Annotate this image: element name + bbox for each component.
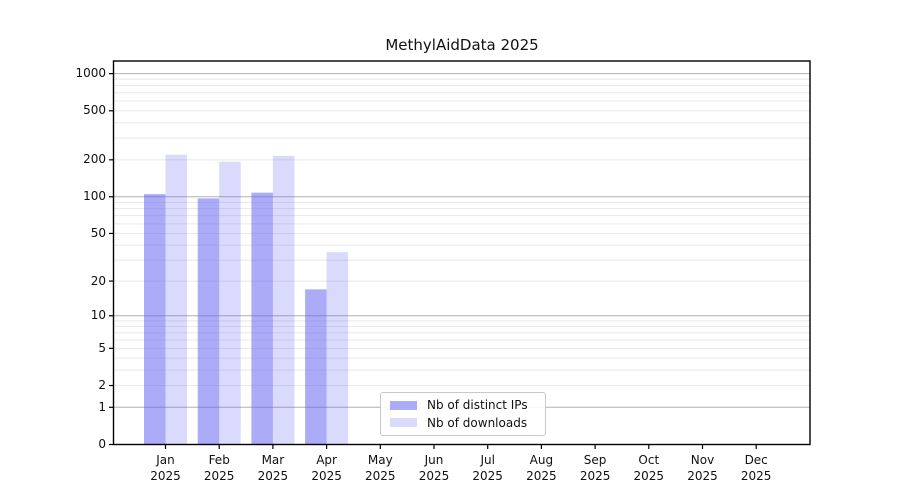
x-tick-month: Mar xyxy=(261,453,285,467)
y-tick-label: 100 xyxy=(83,189,106,204)
x-tick-label: Aug 2025 xyxy=(509,452,573,484)
x-tick-month: Apr xyxy=(316,453,337,467)
x-tick-label: Jul 2025 xyxy=(456,452,520,484)
x-tick-month: Nov xyxy=(690,453,715,467)
x-tick-year: 2025 xyxy=(203,469,235,483)
x-tick-label: Dec 2025 xyxy=(724,452,788,484)
x-tick-label: Sep 2025 xyxy=(563,452,627,484)
x-tick-year: 2025 xyxy=(687,469,718,483)
x-tick-label: Jun 2025 xyxy=(402,452,466,484)
y-tick-label: 500 xyxy=(83,103,106,118)
x-tick-label: Nov 2025 xyxy=(671,452,735,484)
bar-distinct-ips-apr xyxy=(305,289,327,445)
x-tick-label: Mar 2025 xyxy=(241,452,305,484)
chart-title: MethylAidData 2025 xyxy=(385,36,539,54)
bar-downloads-mar xyxy=(272,155,295,445)
x-tick-month: Aug xyxy=(529,453,554,467)
y-tick-label: 1000 xyxy=(75,66,106,81)
y-tick-label: 50 xyxy=(90,225,106,240)
x-tick-month: Feb xyxy=(208,453,230,467)
x-tick-month: Oct xyxy=(638,453,660,467)
legend-item-downloads: Nb of downloads xyxy=(390,416,536,430)
x-tick-year: 2025 xyxy=(579,469,611,483)
axes-frame xyxy=(112,60,811,446)
x-tick-label: May 2025 xyxy=(348,452,412,484)
bar-downloads-jan xyxy=(165,154,187,445)
bar-downloads-feb xyxy=(219,161,241,445)
x-tick-label: Oct 2025 xyxy=(617,452,681,484)
x-tick-label: Apr 2025 xyxy=(295,452,359,484)
y-tick-label: 0 xyxy=(98,437,106,451)
y-tick-label: 2 xyxy=(98,378,106,393)
legend-item-distinct-ips: Nb of distinct IPs xyxy=(390,398,536,412)
x-tick-year: 2025 xyxy=(472,469,503,483)
x-tick-month: Sep xyxy=(583,453,607,467)
bar-downloads-apr xyxy=(326,252,349,445)
x-tick-year: 2025 xyxy=(740,469,772,483)
bar-distinct-ips-jan xyxy=(144,194,166,445)
x-tick-month: Jan xyxy=(156,453,175,467)
x-tick-year: 2025 xyxy=(365,469,396,483)
y-tick-label: 10 xyxy=(90,308,106,323)
x-tick-year: 2025 xyxy=(418,469,450,483)
legend-swatch-downloads-icon xyxy=(390,418,417,428)
bar-distinct-ips-mar xyxy=(251,192,273,445)
x-tick-month: May xyxy=(367,453,393,467)
x-tick-month: Dec xyxy=(744,453,768,467)
x-tick-label: Jan 2025 xyxy=(134,452,198,484)
x-tick-label: Feb 2025 xyxy=(187,452,251,484)
x-tick-year: 2025 xyxy=(311,469,342,483)
bar-distinct-ips-feb xyxy=(197,198,220,445)
x-tick-year: 2025 xyxy=(257,469,289,483)
x-tick-month: Jun xyxy=(424,453,444,467)
y-tick-label: 1 xyxy=(98,399,106,414)
x-tick-year: 2025 xyxy=(526,469,557,483)
legend: Nb of distinct IPs Nb of downloads xyxy=(380,392,546,436)
x-tick-month: Jul xyxy=(480,453,495,467)
legend-swatch-distinct-ips-icon xyxy=(390,400,417,410)
y-tick-label: 5 xyxy=(98,340,106,355)
y-tick-label: 20 xyxy=(90,273,106,288)
x-tick-year: 2025 xyxy=(150,469,181,483)
legend-label-downloads: Nb of downloads xyxy=(427,415,528,430)
legend-label-distinct-ips: Nb of distinct IPs xyxy=(427,398,528,413)
y-tick-label: 200 xyxy=(83,152,106,167)
x-tick-year: 2025 xyxy=(633,469,665,483)
